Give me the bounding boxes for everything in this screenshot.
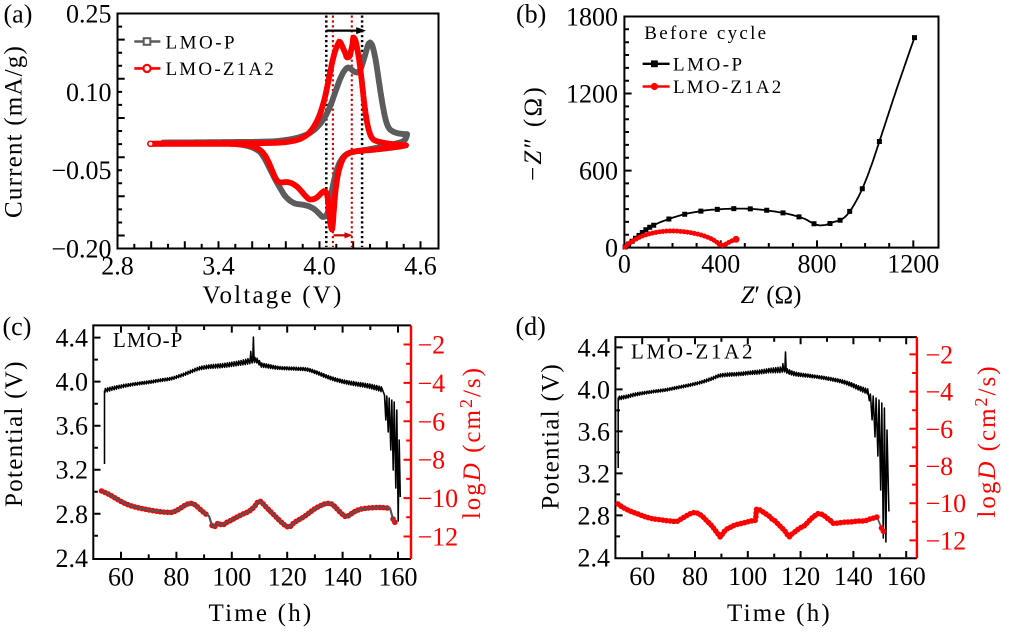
svg-text:1200: 1200 — [566, 80, 618, 109]
svg-text:Voltage (V): Voltage (V) — [202, 282, 343, 309]
svg-text:−2: −2 — [926, 340, 954, 369]
svg-text:80: 80 — [682, 562, 708, 591]
svg-text:2.4: 2.4 — [578, 543, 611, 572]
svg-text:3.6: 3.6 — [56, 412, 89, 441]
svg-text:1800: 1800 — [566, 3, 618, 32]
svg-text:4.6: 4.6 — [404, 252, 437, 281]
svg-text:Potential (V): Potential (V) — [1, 360, 28, 507]
svg-text:(d): (d) — [516, 312, 546, 341]
svg-text:4.0: 4.0 — [56, 368, 89, 397]
svg-text:Current (mA/g): Current (mA/g) — [1, 45, 28, 218]
svg-text:Potential (V): Potential (V) — [537, 363, 564, 510]
svg-text:Before cycle: Before cycle — [644, 23, 768, 44]
svg-text:LMO-Z1A2: LMO-Z1A2 — [166, 59, 276, 80]
svg-text:Z′ (Ω): Z′ (Ω) — [741, 282, 802, 309]
svg-text:(a): (a) — [4, 0, 33, 29]
svg-text:4.0: 4.0 — [578, 375, 611, 404]
svg-text:800: 800 — [798, 250, 837, 279]
svg-text:−8: −8 — [926, 452, 954, 481]
svg-text:Time (h): Time (h) — [209, 600, 314, 627]
svg-text:4.0: 4.0 — [303, 252, 336, 281]
svg-text:60: 60 — [629, 562, 655, 591]
svg-text:0.25: 0.25 — [66, 0, 112, 28]
svg-text:0: 0 — [618, 250, 631, 279]
svg-text:100: 100 — [212, 563, 251, 592]
svg-text:400: 400 — [701, 250, 740, 279]
svg-text:LMO-P: LMO-P — [673, 55, 745, 76]
svg-text:140: 140 — [323, 563, 362, 592]
svg-text:120: 120 — [781, 562, 820, 591]
svg-text:Time (h): Time (h) — [727, 600, 832, 627]
svg-text:120: 120 — [268, 563, 307, 592]
svg-text:−8: −8 — [418, 446, 446, 475]
svg-text:140: 140 — [834, 562, 873, 591]
svg-text:logD (cm2/s): logD (cm2/s) — [971, 364, 1001, 517]
svg-text:60: 60 — [108, 563, 134, 592]
svg-text:−12: −12 — [418, 523, 459, 552]
svg-text:LMO-P: LMO-P — [166, 32, 238, 53]
svg-text:−0.05: −0.05 — [51, 156, 111, 185]
svg-text:100: 100 — [728, 562, 767, 591]
svg-text:1200: 1200 — [887, 250, 939, 279]
svg-text:−6: −6 — [418, 407, 446, 436]
svg-text:−0.20: −0.20 — [51, 234, 111, 263]
svg-text:3.2: 3.2 — [56, 456, 89, 485]
svg-text:0: 0 — [605, 234, 618, 263]
svg-text:3.4: 3.4 — [202, 252, 235, 281]
svg-text:−10: −10 — [926, 489, 967, 518]
svg-text:logD (cm2/s): logD (cm2/s) — [456, 366, 486, 519]
svg-text:−6: −6 — [926, 415, 954, 444]
svg-text:4.4: 4.4 — [578, 333, 611, 362]
svg-text:4.4: 4.4 — [56, 324, 89, 353]
svg-text:160: 160 — [887, 562, 926, 591]
svg-text:80: 80 — [163, 563, 189, 592]
svg-text:2.8: 2.8 — [578, 501, 611, 530]
svg-text:−4: −4 — [926, 378, 954, 407]
svg-text:160: 160 — [379, 563, 418, 592]
svg-text:0.10: 0.10 — [66, 78, 112, 107]
svg-text:3.2: 3.2 — [578, 459, 611, 488]
svg-text:−10: −10 — [418, 484, 459, 513]
svg-text:LMO-P: LMO-P — [113, 328, 183, 352]
svg-text:(c): (c) — [3, 312, 32, 341]
svg-text:−Z″ (Ω): −Z″ (Ω) — [520, 85, 547, 181]
svg-text:−12: −12 — [926, 526, 967, 555]
svg-text:(b): (b) — [516, 0, 546, 29]
svg-text:3.6: 3.6 — [578, 417, 611, 446]
svg-text:LMO-Z1A2: LMO-Z1A2 — [631, 340, 755, 364]
svg-text:600: 600 — [579, 157, 618, 186]
svg-text:−4: −4 — [418, 369, 446, 398]
svg-text:LMO-Z1A2: LMO-Z1A2 — [673, 77, 783, 98]
svg-text:2.8: 2.8 — [101, 252, 134, 281]
svg-text:2.8: 2.8 — [56, 500, 89, 529]
svg-text:−2: −2 — [418, 331, 446, 360]
svg-text:2.4: 2.4 — [56, 544, 89, 573]
